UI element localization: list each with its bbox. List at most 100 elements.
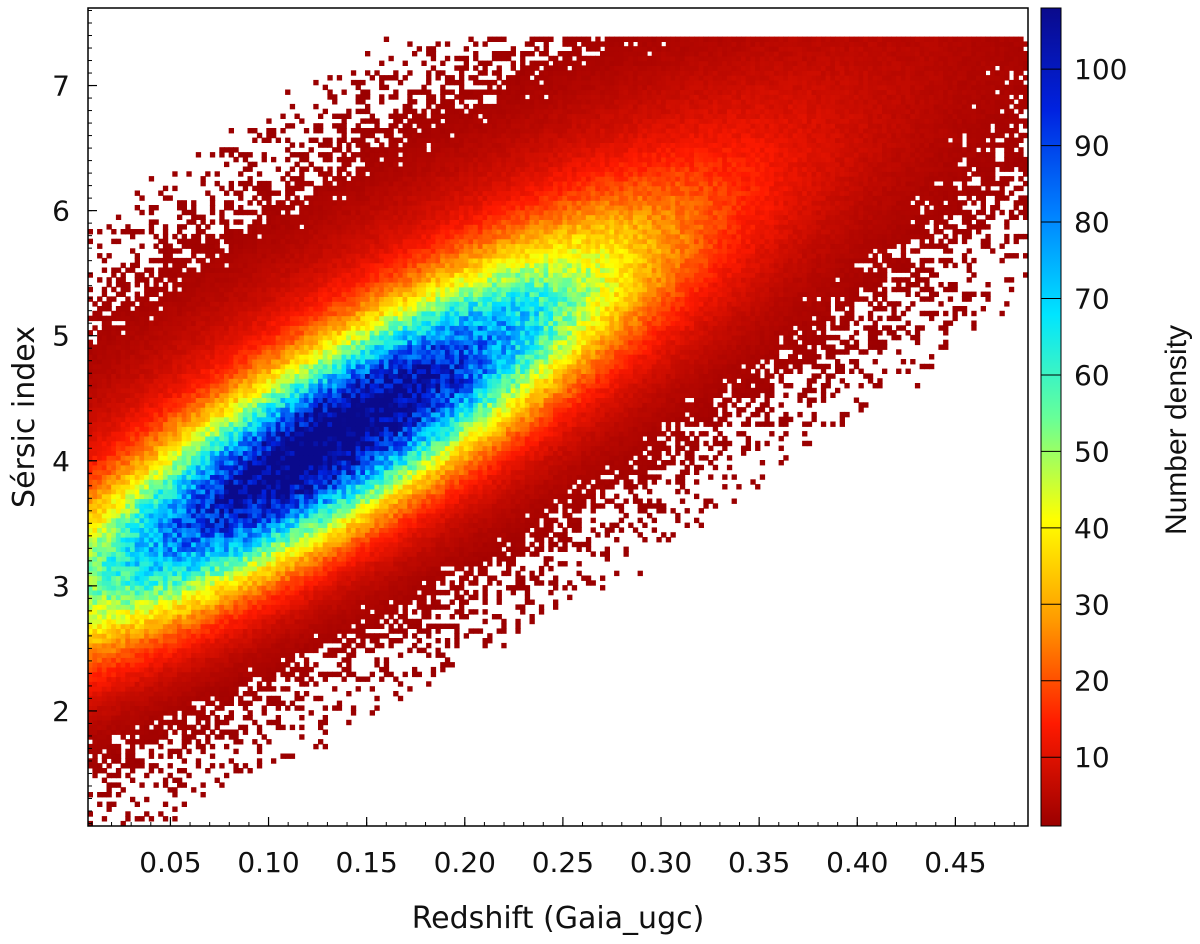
density-cell (120, 464, 126, 471)
density-cell (200, 176, 206, 182)
density-cell (101, 561, 108, 567)
density-cell (97, 801, 103, 807)
density-cell (158, 440, 164, 447)
density-cell (271, 431, 277, 437)
density-cell (228, 310, 234, 317)
density-cell (88, 585, 93, 591)
density-cell (177, 604, 183, 610)
density-cell (130, 642, 136, 649)
density-cell (125, 508, 131, 514)
density-cell (247, 628, 253, 634)
density-cell (303, 594, 310, 601)
density-cell (299, 402, 305, 408)
density-cell (115, 700, 122, 706)
density-cell (294, 378, 300, 384)
density-cell (228, 580, 234, 586)
density-cell (106, 450, 112, 456)
density-cell (134, 325, 140, 331)
density-cell (195, 416, 202, 423)
density-cell (256, 431, 263, 437)
density-cell (261, 262, 267, 269)
density-cell (303, 195, 310, 201)
density-cell (261, 570, 267, 577)
density-cell (256, 512, 263, 519)
density-cell (209, 253, 216, 259)
density-cell (233, 589, 239, 596)
density-cell (289, 431, 296, 437)
density-cell (205, 532, 211, 538)
density-cell (120, 657, 126, 663)
density-cell (209, 460, 216, 466)
density-cell (247, 647, 253, 654)
density-cell (97, 541, 103, 548)
density-cell (191, 532, 197, 538)
density-cell (115, 642, 122, 649)
density-cell (101, 488, 108, 495)
density-cell (111, 527, 117, 533)
density-cell (233, 594, 239, 601)
density-cell (294, 695, 300, 702)
density-cell (209, 729, 216, 735)
density-cell (200, 214, 206, 220)
density-cell (303, 243, 310, 249)
density-cell (186, 354, 192, 360)
density-cell (209, 450, 216, 456)
density-cell (299, 551, 305, 557)
density-cell (233, 282, 239, 288)
density-cell (271, 238, 277, 245)
density-cell (125, 681, 131, 687)
density-cell (134, 676, 140, 682)
density-cell (238, 171, 244, 177)
density-cell (144, 339, 150, 346)
density-cell (130, 647, 136, 654)
density-cell (261, 450, 267, 456)
density-cell (97, 354, 103, 360)
density-cell (130, 397, 136, 403)
density-cell (158, 450, 164, 456)
density-cell (280, 205, 286, 211)
density-cell (214, 575, 220, 581)
density-cell (214, 599, 220, 605)
density-cell (200, 310, 206, 317)
density-cell (167, 551, 173, 557)
density-cell (214, 691, 220, 697)
density-cell (233, 609, 239, 615)
density-cell (228, 585, 234, 591)
density-cell (299, 647, 305, 654)
density-cell (266, 368, 272, 374)
density-cell (271, 604, 277, 610)
density-cell (271, 156, 277, 163)
density-cell (256, 537, 263, 543)
density-cell (224, 383, 230, 389)
density-cell (242, 729, 249, 735)
density-cell (289, 474, 296, 480)
density-cell (195, 628, 202, 634)
density-cell (233, 310, 239, 317)
density-cell (101, 739, 108, 745)
density-cell (134, 431, 140, 437)
density-cell (125, 763, 131, 769)
density-cell (181, 537, 187, 543)
density-cell (177, 282, 183, 288)
density-cell (224, 416, 230, 423)
density-cell (308, 589, 314, 596)
density-cell (303, 156, 310, 163)
density-cell (153, 469, 159, 475)
density-cell (130, 532, 136, 538)
density-cell (205, 599, 211, 605)
density-cell (148, 604, 155, 610)
density-cell (162, 734, 169, 740)
density-cell (111, 378, 117, 384)
density-cell (219, 257, 225, 264)
density-cell (205, 411, 211, 418)
density-cell (158, 248, 164, 254)
density-cell (106, 652, 112, 658)
density-cell (228, 368, 234, 374)
density-cell (275, 368, 281, 374)
density-cell (280, 315, 286, 322)
density-cell (228, 652, 234, 658)
density-cell (285, 229, 291, 235)
density-cell (120, 565, 126, 572)
density-cell (261, 296, 267, 302)
density-cell (219, 282, 225, 288)
